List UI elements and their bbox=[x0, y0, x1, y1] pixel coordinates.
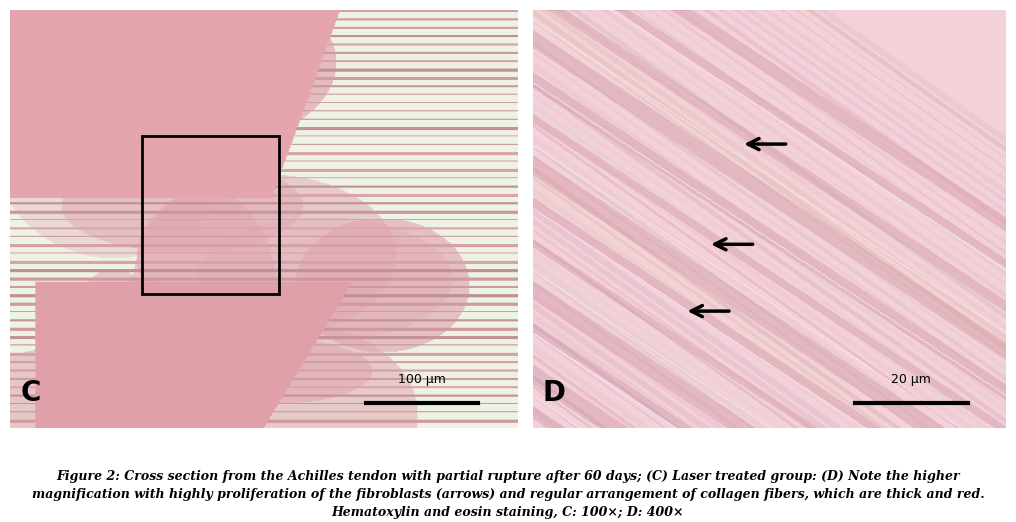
Text: 20 μm: 20 μm bbox=[891, 373, 932, 386]
Text: Hematoxylin and eosin staining, C: 100×; D: 400×: Hematoxylin and eosin staining, C: 100×;… bbox=[332, 506, 684, 519]
Text: 100 μm: 100 μm bbox=[397, 373, 446, 386]
Bar bbox=[142, 136, 279, 294]
Text: C: C bbox=[20, 379, 41, 407]
Text: Figure 2: Cross section from the Achilles tendon with partial rupture after 60 d: Figure 2: Cross section from the Achille… bbox=[56, 470, 960, 483]
Text: magnification with highly proliferation of the fibroblasts (arrows) and regular : magnification with highly proliferation … bbox=[31, 488, 985, 501]
Text: D: D bbox=[543, 379, 566, 407]
